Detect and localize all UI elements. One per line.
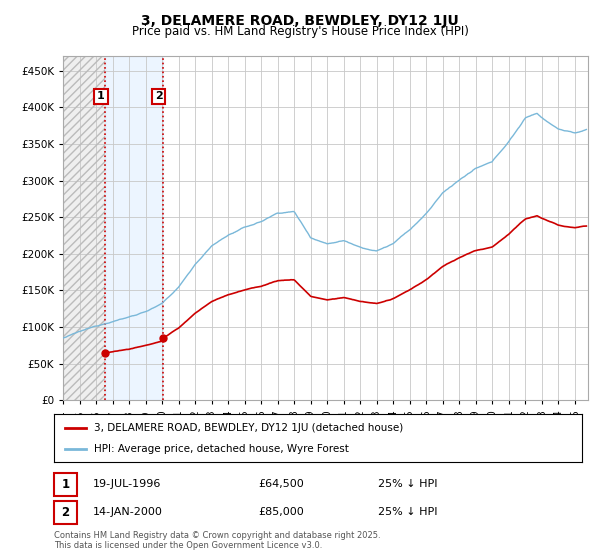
Text: 25% ↓ HPI: 25% ↓ HPI — [378, 507, 437, 517]
Text: £64,500: £64,500 — [258, 479, 304, 489]
Bar — [105, 56, 163, 400]
Text: 2: 2 — [61, 506, 70, 519]
Text: HPI: Average price, detached house, Wyre Forest: HPI: Average price, detached house, Wyre… — [94, 444, 349, 454]
Bar — [63, 56, 105, 400]
Text: 14-JAN-2000: 14-JAN-2000 — [93, 507, 163, 517]
Bar — [63, 56, 105, 400]
Text: 1: 1 — [97, 91, 105, 101]
Text: 19-JUL-1996: 19-JUL-1996 — [93, 479, 161, 489]
Text: 3, DELAMERE ROAD, BEWDLEY, DY12 1JU: 3, DELAMERE ROAD, BEWDLEY, DY12 1JU — [141, 14, 459, 28]
Text: 1: 1 — [61, 478, 70, 491]
Text: 2: 2 — [155, 91, 163, 101]
Text: £85,000: £85,000 — [258, 507, 304, 517]
Text: 3, DELAMERE ROAD, BEWDLEY, DY12 1JU (detached house): 3, DELAMERE ROAD, BEWDLEY, DY12 1JU (det… — [94, 423, 403, 433]
Text: Price paid vs. HM Land Registry's House Price Index (HPI): Price paid vs. HM Land Registry's House … — [131, 25, 469, 38]
Text: 25% ↓ HPI: 25% ↓ HPI — [378, 479, 437, 489]
Text: Contains HM Land Registry data © Crown copyright and database right 2025.
This d: Contains HM Land Registry data © Crown c… — [54, 530, 380, 550]
